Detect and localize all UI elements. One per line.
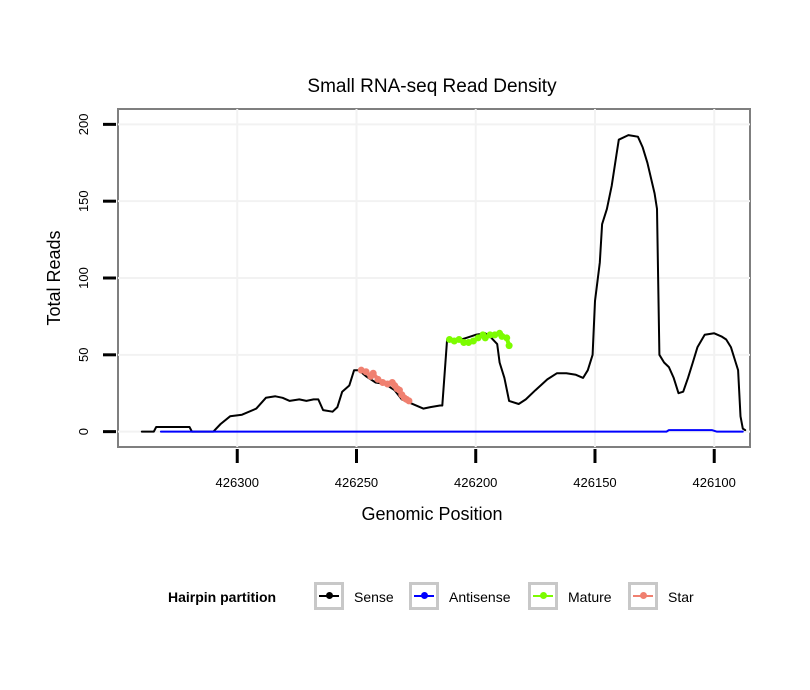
- legend-key-mature: [528, 582, 558, 610]
- legend-label-star: Star: [668, 589, 694, 605]
- legend-key-dot: [640, 592, 647, 599]
- legend-key-star: [628, 582, 658, 610]
- legend-title: Hairpin partition: [168, 589, 277, 605]
- sense-line: [140, 134, 747, 433]
- mature-point: [503, 334, 511, 342]
- axes: 426300 426250 426200 426150 426100 0 50 100 150 2…: [76, 114, 736, 490]
- legend-label-antisense: Antisense: [449, 589, 511, 605]
- legend-key-dot: [326, 592, 333, 599]
- x-tick-label: 426200: [454, 475, 497, 490]
- x-tick-label: 426150: [573, 475, 616, 490]
- y-tick-label: 50: [76, 348, 91, 362]
- x-tick-label: 426100: [693, 475, 736, 490]
- x-axis-label: Genomic Position: [361, 504, 502, 524]
- legend-key-antisense: [409, 582, 439, 610]
- star-point: [405, 397, 413, 405]
- y-tick-label: 0: [76, 428, 91, 435]
- y-axis-label: Total Reads: [44, 230, 64, 325]
- x-tick-label: 426300: [216, 475, 259, 490]
- legend-label-mature: Mature: [568, 589, 612, 605]
- series-sense: [140, 134, 747, 433]
- series-antisense: [159, 429, 744, 433]
- legend-key-dot: [421, 592, 428, 599]
- mature-point: [505, 342, 513, 350]
- x-tick-label: 426250: [335, 475, 378, 490]
- legend-key-sense: [314, 582, 344, 610]
- legend-label-sense: Sense: [354, 589, 394, 605]
- chart-title: Small RNA-seq Read Density: [307, 76, 557, 97]
- y-tick-label: 100: [76, 267, 91, 289]
- star-point: [362, 368, 370, 376]
- legend: Hairpin partition Sense Antisense Mature…: [0, 582, 810, 614]
- y-tick-label: 150: [76, 190, 91, 212]
- antisense-line: [159, 429, 744, 433]
- y-tick-label: 200: [76, 114, 91, 136]
- series-layer: [140, 134, 747, 433]
- legend-key-dot: [540, 592, 547, 599]
- series-star: [357, 366, 413, 405]
- star-point: [369, 369, 377, 377]
- series-mature: [446, 329, 513, 350]
